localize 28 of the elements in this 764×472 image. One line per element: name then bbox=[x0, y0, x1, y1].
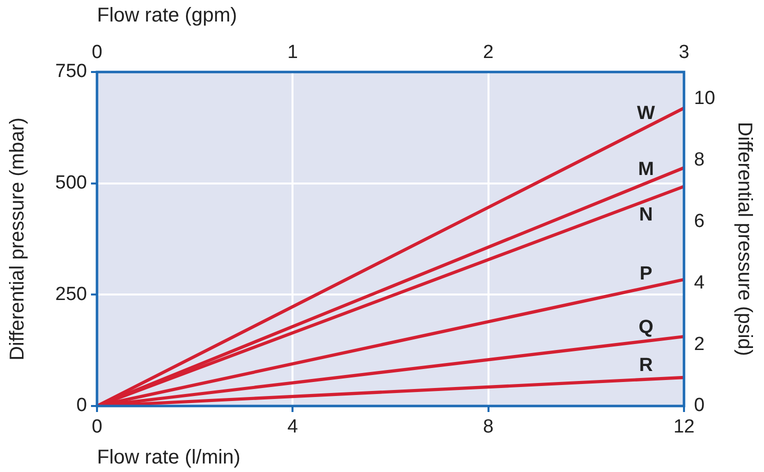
y2-tick-label: 6 bbox=[694, 211, 705, 232]
series-label: W bbox=[637, 103, 656, 124]
y-tick-label: 500 bbox=[55, 172, 87, 194]
y2-tick-label: 8 bbox=[694, 150, 705, 171]
y-tick-label: 750 bbox=[55, 61, 87, 82]
y2-tick-label: 2 bbox=[694, 334, 705, 355]
x2-tick-label: 3 bbox=[678, 42, 690, 63]
x2-axis-title: Flow rate (gpm) bbox=[97, 4, 238, 27]
x-tick-label: 12 bbox=[673, 416, 695, 438]
x2-tick-label: 2 bbox=[483, 42, 494, 63]
y2-axis-title: Differential pressure (psid) bbox=[733, 122, 756, 356]
x-tick-label: 0 bbox=[92, 416, 102, 438]
x2-tick-label: 1 bbox=[287, 42, 298, 63]
series-label: M bbox=[638, 158, 654, 180]
x-axis-title: Flow rate (l/min) bbox=[97, 446, 240, 469]
y2-tick-label: 4 bbox=[694, 272, 705, 294]
series-label: R bbox=[639, 355, 654, 376]
y2-tick-label: 10 bbox=[694, 88, 716, 110]
x-tick-label: 8 bbox=[483, 416, 494, 438]
y2-tick-label: 0 bbox=[694, 395, 705, 416]
series-label: N bbox=[639, 204, 653, 226]
y-tick-label: 250 bbox=[55, 284, 87, 305]
y-axis-title: Differential pressure (mbar) bbox=[6, 117, 29, 361]
x2-tick-label: 0 bbox=[92, 42, 102, 63]
x-tick-label: 4 bbox=[287, 416, 298, 438]
y-tick-label: 0 bbox=[76, 395, 87, 416]
series-label: Q bbox=[638, 316, 654, 338]
series-label: P bbox=[640, 263, 653, 284]
